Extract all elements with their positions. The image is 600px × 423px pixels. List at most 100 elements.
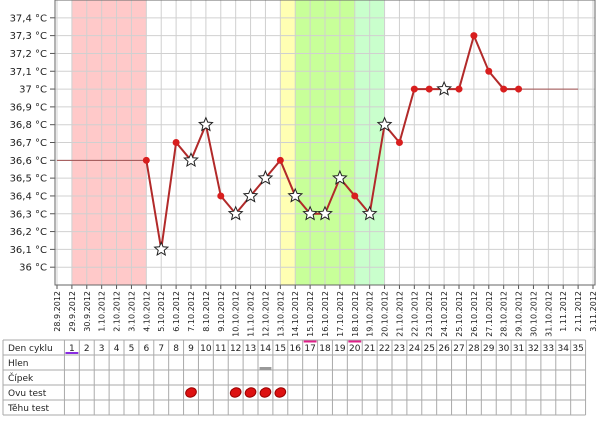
star-point [361, 205, 378, 221]
x-tick-label: 16.10.2012 [321, 291, 330, 337]
star-point [302, 205, 319, 221]
cycle-day: 28 [468, 344, 480, 354]
x-tick-label: 26.10.2012 [470, 291, 479, 337]
y-tick-label: 37,4 °C [10, 13, 47, 24]
row-label: Čípek [8, 372, 34, 384]
x-tick-label: 2.10.2012 [113, 291, 122, 332]
plot-frame [54, 0, 596, 286]
ovu-test-positive [274, 387, 287, 398]
cycle-day: 13 [245, 344, 256, 354]
x-tick-label: 21.10.2012 [395, 291, 404, 337]
point [395, 139, 403, 146]
cycle-day: 2 [84, 344, 90, 354]
cycle-day: 16 [289, 344, 301, 354]
point [410, 85, 418, 93]
star-point [257, 169, 274, 185]
x-tick-label: 13.10.2012 [276, 291, 285, 337]
cycle-day: 30 [498, 344, 510, 354]
point [351, 192, 359, 200]
x-tick-label: 29.10.2012 [515, 291, 524, 337]
cycle-day: 29 [483, 344, 495, 354]
cycle-day: 15 [275, 344, 286, 354]
point [425, 85, 433, 93]
cycle-day: 4 [114, 344, 120, 354]
cycle-day: 34 [557, 344, 569, 354]
y-tick-label: 36,7 °C [10, 138, 47, 149]
point [455, 85, 463, 93]
x-tick-label: 1.11.2012 [559, 291, 568, 332]
row-label: Těhu test [7, 404, 50, 414]
y-tick-label: 37,3 °C [10, 31, 47, 42]
x-tick-label: 7.10.2012 [187, 291, 196, 332]
cycle-day: 32 [528, 344, 539, 354]
cycle-day: 14 [260, 344, 272, 354]
x-tick-label: 19.10.2012 [366, 291, 375, 337]
cycle-day: 19 [334, 344, 346, 354]
x-tick-label: 23.10.2012 [425, 291, 434, 337]
y-tick-label: 36 °C [19, 263, 47, 274]
point [217, 192, 225, 200]
x-tick-label: 2.11.2012 [574, 291, 583, 332]
row-label: Den cyklu [8, 344, 53, 354]
star-point [197, 116, 214, 132]
point [142, 156, 150, 164]
ovu-test-positive [185, 387, 197, 398]
cycle-day: 20 [349, 344, 361, 354]
y-tick-label: 37,2 °C [10, 49, 47, 60]
x-tick-label: 9.10.2012 [217, 291, 226, 332]
cycle-day: 22 [379, 344, 390, 354]
star-point [436, 80, 453, 96]
point [470, 32, 478, 40]
star-point [331, 169, 348, 185]
cycle-day: 26 [438, 344, 450, 354]
y-tick-label: 36,3 °C [10, 209, 47, 220]
x-tick-label: 24.10.2012 [440, 291, 449, 337]
x-tick-label: 15.10.2012 [306, 291, 315, 337]
y-tick-label: 36,9 °C [10, 102, 47, 113]
point [515, 85, 523, 93]
x-tick-label: 10.10.2012 [232, 291, 241, 337]
cycle-day: 8 [173, 344, 179, 354]
cycle-day: 25 [423, 344, 434, 354]
y-tick-label: 36,8 °C [10, 120, 47, 131]
x-tick-label: 30.9.2012 [83, 291, 92, 332]
star-point [376, 116, 393, 132]
cycle-day: 1 [69, 344, 75, 354]
point [172, 139, 180, 146]
y-tick-label: 36,2 °C [10, 227, 47, 238]
cycle-day: 3 [99, 344, 105, 354]
cycle-day: 11 [215, 344, 226, 354]
cycle-day: 17 [304, 344, 315, 354]
x-tick-label: 31.10.2012 [544, 291, 553, 337]
ovu-test-positive [244, 387, 257, 398]
x-tick-label: 29.9.2012 [68, 291, 77, 332]
star-point [242, 187, 259, 203]
cervix-mark [259, 367, 272, 370]
y-tick-label: 36,1 °C [10, 245, 47, 256]
x-tick-label: 27.10.2012 [485, 291, 494, 337]
x-tick-label: 25.10.2012 [455, 291, 464, 337]
x-tick-label: 12.10.2012 [261, 291, 270, 337]
cycle-day: 27 [453, 344, 464, 354]
x-tick-label: 1.10.2012 [98, 291, 107, 332]
x-tick-label: 6.10.2012 [172, 291, 181, 332]
x-tick-label: 18.10.2012 [351, 291, 360, 337]
y-tick-label: 36,6 °C [10, 156, 47, 167]
y-tick-label: 37 °C [19, 85, 47, 96]
ovu-test-positive [229, 387, 242, 398]
x-tick-label: 3.11.2012 [589, 291, 598, 332]
star-point [287, 187, 304, 203]
x-tick-label: 5.10.2012 [157, 291, 166, 332]
cycle-day: 5 [129, 344, 135, 354]
cycle-day: 9 [188, 344, 194, 354]
x-tick-label: 11.10.2012 [247, 291, 256, 337]
x-tick-label: 8.10.2012 [202, 291, 211, 332]
x-tick-label: 20.10.2012 [381, 291, 390, 337]
star-point [183, 152, 199, 168]
row-label: Ovu test [8, 389, 47, 399]
cycle-day: 31 [513, 344, 524, 354]
cycle-day: 23 [394, 344, 405, 354]
x-tick-label: 28.9.2012 [53, 291, 62, 332]
x-tick-label: 30.10.2012 [529, 291, 538, 337]
